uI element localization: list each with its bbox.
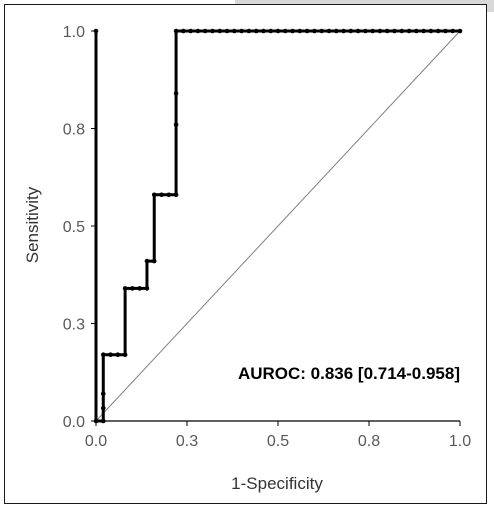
roc-point xyxy=(166,192,172,198)
roc-point xyxy=(232,28,237,34)
roc-point xyxy=(428,28,434,34)
roc-point xyxy=(246,28,252,34)
roc-point xyxy=(181,28,186,34)
roc-point xyxy=(414,28,419,34)
reference-layer xyxy=(95,30,461,422)
roc-point xyxy=(363,28,368,34)
y-tick-label: 1.0 xyxy=(63,24,85,41)
roc-point xyxy=(261,28,266,34)
y-tick-label: 0.8 xyxy=(63,122,85,139)
labels-layer: 0.0 0.3 0.5 0.8 1.0 0.0 0.3 0.5 0.8 1.0 xyxy=(63,24,471,450)
x-tick-label: 0.8 xyxy=(358,433,380,450)
roc-point xyxy=(144,286,150,291)
x-tick-label: 0.5 xyxy=(267,433,289,450)
y-axis-title: Sensitivity xyxy=(23,186,42,263)
roc-point xyxy=(100,352,106,358)
x-tick-label: 0.3 xyxy=(176,433,198,450)
roc-point xyxy=(151,258,157,264)
y-tick-label: 0.5 xyxy=(63,219,85,236)
roc-point xyxy=(450,28,456,34)
roc-point xyxy=(159,192,164,198)
roc-point xyxy=(100,405,106,411)
roc-point xyxy=(173,122,179,127)
roc-point xyxy=(268,28,274,34)
roc-point xyxy=(443,28,448,34)
roc-layer xyxy=(93,28,463,424)
roc-point xyxy=(144,258,150,264)
roc-point xyxy=(435,28,441,34)
roc-point xyxy=(341,28,346,34)
roc-point xyxy=(151,192,157,198)
roc-point xyxy=(122,352,128,358)
roc-point xyxy=(319,28,324,34)
roc-point xyxy=(326,28,332,34)
roc-point xyxy=(333,28,339,34)
roc-point xyxy=(457,28,463,34)
roc-point xyxy=(173,28,179,34)
x-axis-title: 1-Specificity xyxy=(231,474,323,493)
roc-point xyxy=(312,28,317,34)
roc-point xyxy=(122,286,128,291)
roc-point xyxy=(355,28,361,34)
roc-point xyxy=(275,28,281,34)
roc-point xyxy=(399,28,405,34)
roc-point xyxy=(304,28,310,34)
roc-point xyxy=(239,28,244,34)
y-tick-label: 0.3 xyxy=(63,317,85,334)
roc-point xyxy=(370,28,375,34)
roc-point xyxy=(224,28,230,34)
roc-point xyxy=(93,28,99,34)
roc-point xyxy=(195,28,201,34)
roc-point xyxy=(202,28,208,34)
x-tick-label: 1.0 xyxy=(449,433,471,450)
roc-point xyxy=(348,28,354,34)
x-tick-label: 0.0 xyxy=(85,433,107,450)
roc-point xyxy=(253,28,259,34)
roc-point xyxy=(173,91,179,96)
roc-point xyxy=(406,28,412,34)
roc-point xyxy=(297,28,303,34)
reference-diagonal-line xyxy=(95,30,461,422)
roc-point xyxy=(137,286,142,291)
roc-point xyxy=(130,286,135,291)
roc-point xyxy=(115,352,121,358)
roc-point xyxy=(93,418,99,424)
roc-point xyxy=(392,28,397,34)
roc-point xyxy=(210,28,215,34)
roc-point xyxy=(290,28,295,34)
roc-point xyxy=(384,28,390,34)
auroc-annotation: AUROC: 0.836 [0.714-0.958] xyxy=(238,364,460,383)
roc-point xyxy=(108,352,113,358)
roc-point xyxy=(217,28,223,34)
roc-point xyxy=(100,418,106,424)
roc-point xyxy=(421,28,426,34)
roc-point xyxy=(188,28,193,34)
roc-point xyxy=(173,192,179,198)
roc-point xyxy=(282,28,288,34)
roc-point xyxy=(377,28,383,34)
roc-point xyxy=(100,391,106,397)
y-tick-label: 0.0 xyxy=(63,414,85,431)
